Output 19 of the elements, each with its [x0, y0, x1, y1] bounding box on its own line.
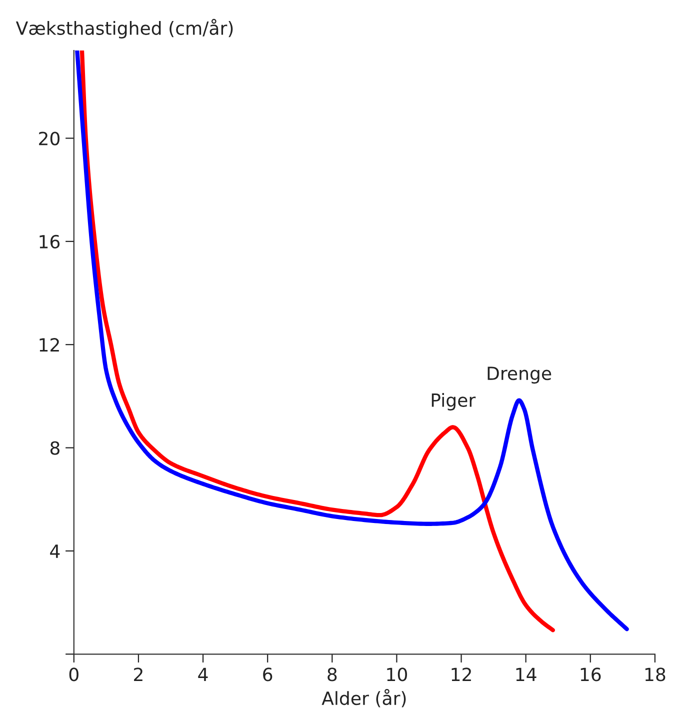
series-label: Piger: [432, 393, 476, 410]
x-tick-label: 18: [645, 668, 666, 682]
y-tick-label: 8: [50, 441, 60, 455]
x-tick-label: 10: [387, 668, 407, 682]
x-tick-label: 4: [198, 668, 208, 682]
y-tick-label: 16: [40, 234, 60, 249]
x-tick-label: 12: [452, 668, 471, 682]
y-tick-label: 20: [39, 132, 60, 146]
x-tick-label: 14: [516, 668, 536, 682]
series-label: Drenge: [488, 366, 552, 384]
x-tick-label: 8: [328, 668, 337, 682]
x-tick-label: 16: [580, 668, 601, 682]
x-axis-title: Alder (år): [322, 688, 406, 708]
x-tick-label: 0: [69, 668, 78, 682]
y-axis-title: Væksthastighed (cm/år): [16, 18, 233, 38]
x-tick-label: 6: [263, 668, 272, 682]
y-tick-label: 4: [50, 544, 60, 558]
y-tick-label: 12: [40, 338, 59, 352]
x-tick-label: 2: [134, 668, 142, 682]
